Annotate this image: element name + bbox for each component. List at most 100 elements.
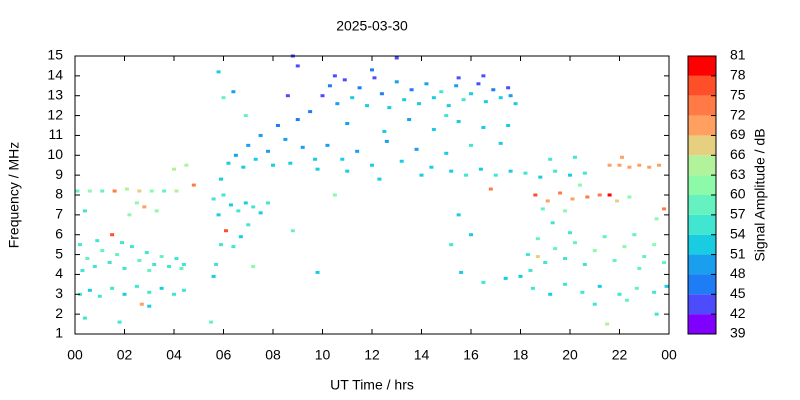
data-point <box>627 165 632 169</box>
y-tick-label: 3 <box>55 285 63 301</box>
x-tick-label: 04 <box>166 347 182 363</box>
data-point <box>228 203 233 207</box>
y-tick-label: 15 <box>47 47 63 63</box>
data-point <box>662 207 667 211</box>
data-point <box>523 171 528 175</box>
data-point <box>82 316 87 320</box>
data-point <box>238 235 243 239</box>
colorbar-tick-label: 51 <box>730 245 746 261</box>
data-point <box>506 124 511 127</box>
y-tick-label: 2 <box>55 305 63 321</box>
y-tick-label: 13 <box>47 86 63 102</box>
data-point <box>332 193 337 197</box>
colorbar-tick-label: 81 <box>730 47 746 63</box>
y-tick-label: 7 <box>55 206 63 222</box>
data-point <box>469 92 473 96</box>
colorbar-tick-label: 48 <box>730 265 746 281</box>
data-point <box>162 189 167 193</box>
data-point <box>548 292 553 296</box>
data-point <box>456 120 461 124</box>
x-tick-label: 22 <box>612 347 628 363</box>
data-point <box>271 163 275 167</box>
plot-frame <box>74 55 670 335</box>
colorbar-tick-label: 39 <box>730 325 746 341</box>
colorbar-tick-label: 69 <box>730 126 746 142</box>
x-tick-label: 16 <box>463 347 479 363</box>
data-point <box>253 157 258 161</box>
data-point <box>394 80 399 84</box>
x-tick-label: 18 <box>513 347 529 363</box>
y-tick-label: 11 <box>48 126 63 142</box>
data-point <box>246 223 251 227</box>
data-point <box>221 96 226 100</box>
data-point <box>97 294 102 298</box>
data-point <box>231 90 236 94</box>
data-point <box>365 104 370 108</box>
data-point <box>605 322 610 326</box>
data-point <box>508 169 513 173</box>
data-point <box>327 84 332 88</box>
data-point <box>582 263 587 266</box>
data-point <box>117 320 122 324</box>
data-point <box>266 149 271 153</box>
data-point <box>191 183 196 187</box>
data-point <box>100 249 105 253</box>
data-point <box>572 155 577 159</box>
data-point <box>325 143 330 147</box>
colorbar-segment <box>688 234 716 255</box>
data-point <box>488 187 493 191</box>
data-point <box>570 197 575 201</box>
colorbar-tick-label: 63 <box>730 166 746 182</box>
data-point <box>444 151 449 155</box>
data-point <box>449 243 454 247</box>
data-point <box>407 118 412 122</box>
data-point <box>300 145 305 149</box>
data-point <box>493 173 498 177</box>
colorbar-tick-label: 54 <box>730 225 746 241</box>
data-point <box>209 320 214 324</box>
data-point <box>615 199 620 203</box>
data-point <box>634 286 639 290</box>
data-point <box>563 282 568 286</box>
data-point <box>414 147 419 151</box>
data-point <box>382 129 387 133</box>
colorbar-tick-label: 42 <box>730 305 746 321</box>
colorbar-tick-label: 45 <box>730 285 746 301</box>
data-point <box>313 157 318 161</box>
data-point <box>454 84 459 88</box>
data-point <box>342 78 347 82</box>
y-tick-label: 14 <box>47 67 63 83</box>
x-tick-label: 20 <box>562 347 578 363</box>
data-point <box>491 88 496 92</box>
data-point <box>642 255 647 259</box>
data-point <box>572 241 577 245</box>
data-point <box>627 195 632 199</box>
data-point <box>172 292 176 296</box>
colorbar-segment <box>688 314 716 334</box>
y-tick-label: 6 <box>55 225 63 241</box>
data-point <box>129 245 134 249</box>
data-point <box>139 302 144 306</box>
data-point <box>258 211 263 215</box>
colorbar-segment <box>688 175 716 195</box>
data-point <box>211 274 216 278</box>
data-point <box>476 82 481 86</box>
data-point <box>481 74 486 78</box>
data-point <box>580 290 585 294</box>
data-point <box>558 191 563 195</box>
data-point <box>100 189 105 193</box>
data-point <box>592 302 597 306</box>
x-tick-label: 00 <box>661 347 677 363</box>
data-point <box>431 127 436 131</box>
data-point <box>469 233 473 237</box>
data-point <box>159 255 164 259</box>
data-point <box>142 205 147 209</box>
data-point <box>211 197 216 201</box>
data-point <box>431 96 436 100</box>
data-point <box>607 163 612 167</box>
data-point <box>652 243 657 247</box>
data-point <box>540 207 545 211</box>
data-point <box>409 88 414 92</box>
data-point <box>295 64 300 68</box>
colorbar-tick-label: 66 <box>730 146 746 162</box>
